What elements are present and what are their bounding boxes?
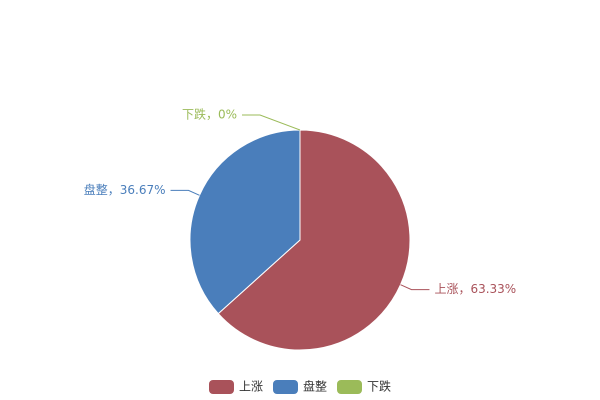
pie-slice (189, 129, 301, 315)
data-label: 上涨，63.33% (434, 281, 516, 296)
legend-swatch[interactable] (273, 380, 298, 394)
label-line (400, 284, 430, 291)
legend-label[interactable]: 下跌 (367, 379, 391, 394)
label-line (242, 114, 301, 131)
legend-swatch[interactable] (209, 380, 234, 394)
legend-label[interactable]: 上涨 (239, 379, 263, 394)
label-line (170, 189, 200, 196)
pie-slice (217, 129, 411, 351)
data-label: 盘整，36.67% (84, 182, 166, 197)
data-label: 下跌，0% (182, 107, 237, 122)
legend-swatch[interactable] (337, 380, 362, 394)
legend-label[interactable]: 盘整 (303, 379, 327, 394)
